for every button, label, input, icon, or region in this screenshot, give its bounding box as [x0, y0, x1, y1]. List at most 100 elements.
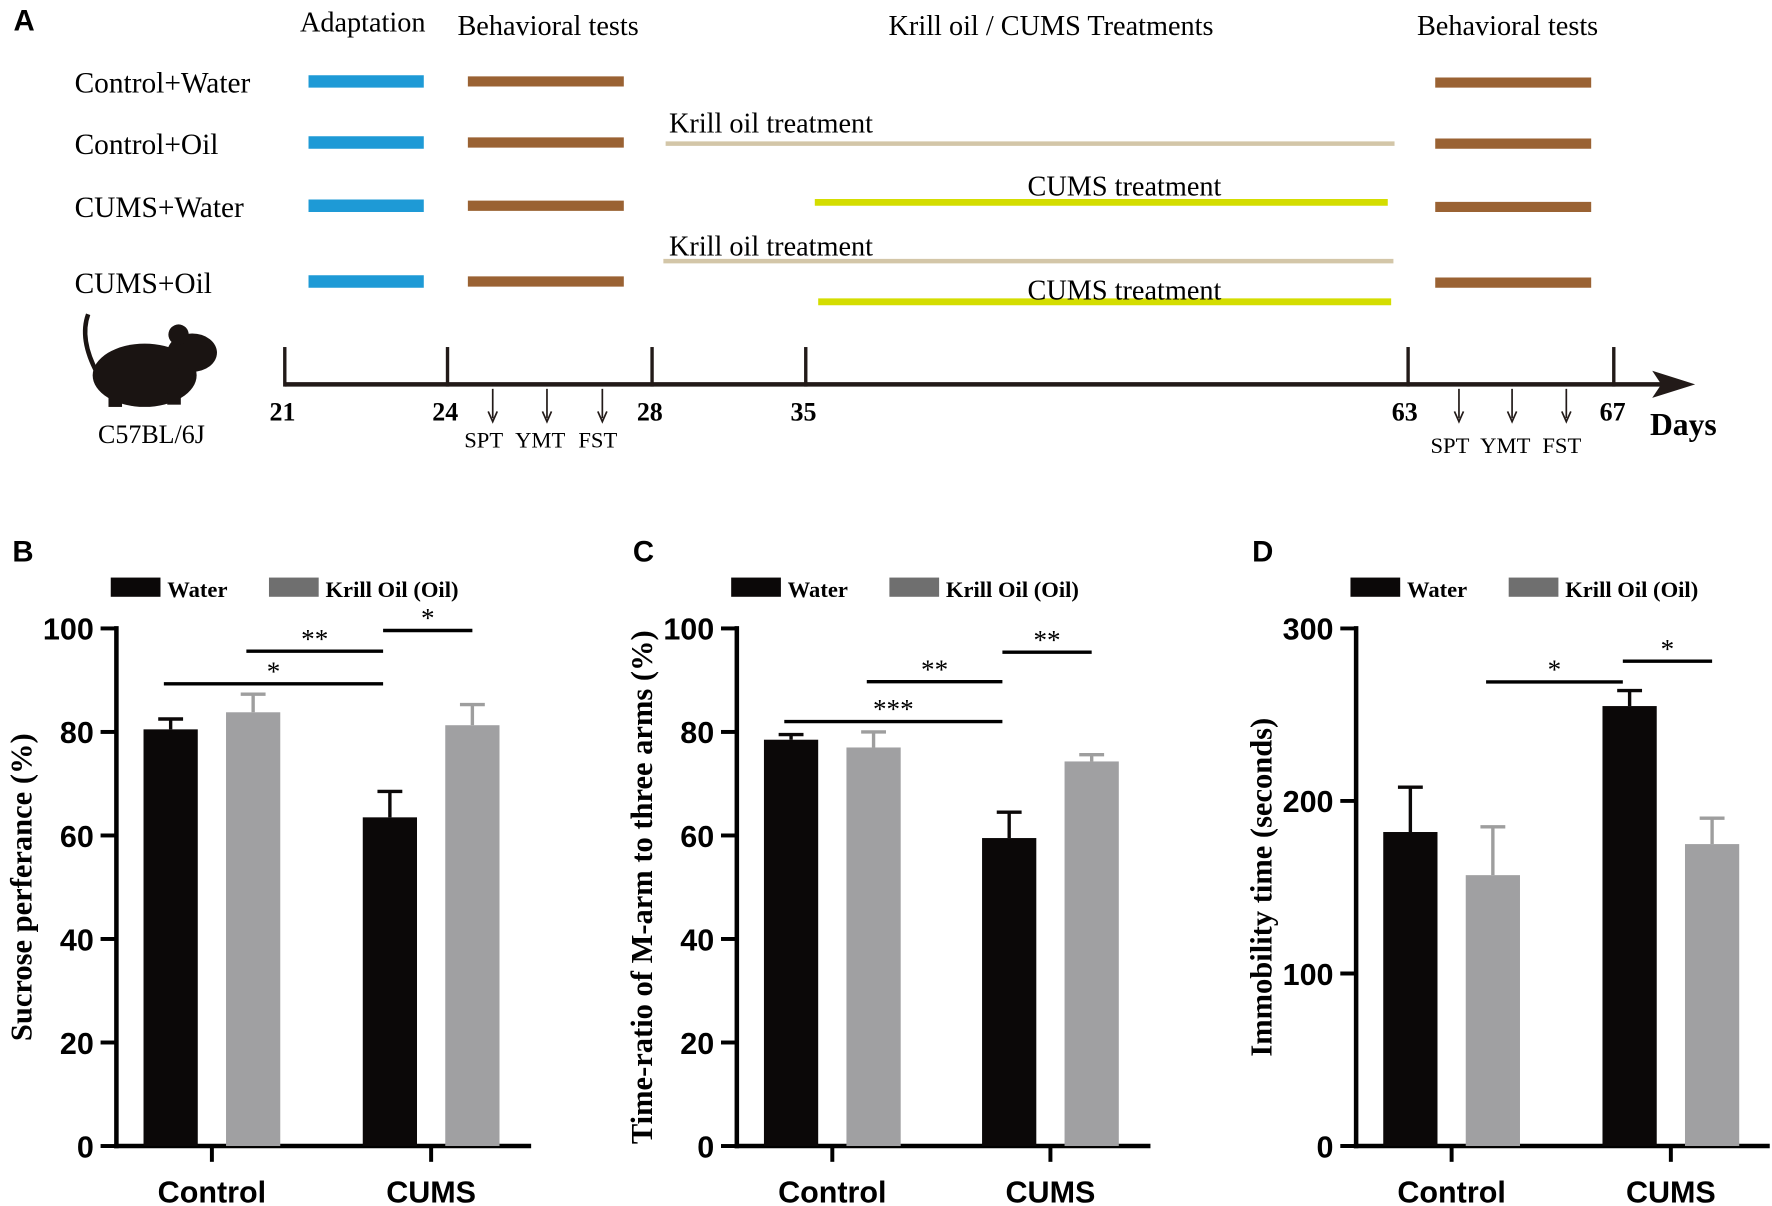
day-label: 35	[791, 397, 817, 426]
test-label: YMT	[1480, 433, 1530, 458]
panel-a-timeline: A Adaptation Behavioral tests Krill oil / C…	[14, 5, 1717, 459]
panel-label: B	[12, 536, 33, 569]
x-tick-label: Control	[778, 1176, 886, 1206]
bar-krill-oil-oil--control	[1465, 875, 1520, 1147]
y-tick-label: 40	[60, 923, 94, 957]
significance-label: *	[421, 603, 435, 633]
test-label: SPT	[464, 428, 503, 453]
significance-label: ***	[873, 694, 914, 724]
bar-krill-oil-oil--control	[846, 747, 901, 1147]
phase-header: Krill oil / CUMS Treatments	[889, 11, 1214, 42]
x-tick-label: Control	[158, 1176, 266, 1206]
test-label: YMT	[515, 428, 565, 453]
y-axis-title: Sucrose perferance (%)	[5, 733, 39, 1041]
mouse-icon	[82, 313, 217, 407]
y-tick-label: 20	[60, 1027, 94, 1061]
days-label: Days	[1650, 407, 1717, 442]
test-label: FST	[578, 428, 617, 453]
significance-label: **	[1033, 625, 1060, 655]
bar-krill-oil-oil--cums	[1684, 844, 1740, 1147]
x-tick-label: CUMS	[386, 1176, 476, 1206]
y-tick-label: 40	[680, 923, 714, 957]
panel-label: C	[633, 536, 654, 569]
mouse-tail	[82, 313, 100, 375]
y-tick-label: 80	[60, 716, 94, 750]
day-label: 63	[1392, 397, 1418, 426]
legend-label: Krill Oil (Oil)	[946, 577, 1079, 602]
mouse-foot	[108, 395, 123, 407]
legend-label: Water	[1407, 577, 1467, 602]
day-label: 67	[1600, 397, 1626, 426]
krill-label: Krill oil treatment	[669, 108, 873, 139]
legend-label: Water	[167, 577, 227, 602]
phase-header: Behavioral tests	[457, 11, 638, 42]
significance-label: **	[301, 624, 328, 654]
bar-krill-oil-oil--cums	[1064, 761, 1119, 1147]
x-tick-label: CUMS	[1006, 1176, 1096, 1206]
bar-water-cums	[1602, 706, 1657, 1147]
cums-label: CUMS treatment	[1028, 276, 1222, 307]
test-label: SPT	[1430, 433, 1469, 458]
y-axis-title: Time-ratio of M-arm to three arms (%)	[625, 630, 659, 1144]
test-label: FST	[1542, 433, 1581, 458]
y-axis-title: Immobility time (seconds)	[1244, 718, 1278, 1057]
significance-label: *	[1548, 655, 1562, 685]
cums-label: CUMS treatment	[1028, 172, 1222, 203]
chart-panel-c: C Water Krill Oil (Oil) 0 20 40 60 80 100Time-ra…	[625, 536, 1151, 1206]
group-label: Control+Water	[75, 68, 251, 100]
significance-label: *	[267, 656, 281, 686]
test-arrow-head	[1453, 411, 1465, 424]
x-tick-label: CUMS	[1626, 1176, 1716, 1206]
bar-water-cums	[982, 838, 1037, 1147]
y-tick-label: 0	[1317, 1130, 1334, 1164]
y-tick-label: 100	[1283, 958, 1334, 992]
legend-label: Krill Oil (Oil)	[1565, 577, 1698, 602]
y-tick-label: 20	[680, 1027, 714, 1061]
group-label: CUMS+Water	[75, 192, 244, 224]
legend-label: Krill Oil (Oil)	[325, 577, 458, 602]
x-tick-label: Control	[1397, 1176, 1505, 1206]
test-arrow-head	[541, 411, 553, 424]
y-tick-label: 100	[663, 613, 714, 647]
bar-water-cums	[362, 817, 418, 1147]
legend-swatch-oil	[268, 577, 319, 597]
legend-label: Water	[788, 577, 848, 602]
panel-label: D	[1252, 536, 1273, 569]
test-arrow-head	[487, 411, 499, 424]
mouse-ear	[168, 324, 189, 345]
y-tick-label: 0	[77, 1130, 94, 1164]
panel-label: A	[14, 5, 35, 38]
day-label: 24	[432, 397, 458, 426]
day-label: 21	[270, 397, 296, 426]
phase-header: Adaptation	[300, 8, 426, 39]
day-label: 28	[637, 397, 663, 426]
test-arrow-head	[1506, 411, 1518, 424]
chart-panel-d: D Water Krill Oil (Oil) 0 100 200 300 Immobilit…	[1244, 536, 1770, 1206]
bar-krill-oil-oil--cums	[445, 725, 500, 1147]
legend-swatch-water	[1350, 577, 1401, 597]
y-tick-label: 100	[43, 613, 94, 647]
krill-label: Krill oil treatment	[669, 231, 873, 262]
y-tick-label: 300	[1283, 613, 1334, 647]
y-tick-label: 80	[680, 716, 714, 750]
legend-swatch-oil	[889, 577, 940, 597]
charts: B Water Krill Oil (Oil) 0 20 40 60 80 100 Sucrose…	[5, 536, 1770, 1206]
bar-water-control	[143, 729, 198, 1147]
significance-label: *	[1661, 634, 1675, 664]
chart-panel-b: B Water Krill Oil (Oil) 0 20 40 60 80 100 Sucrose…	[5, 536, 532, 1206]
bar-krill-oil-oil--control	[226, 712, 281, 1147]
test-arrow-head	[597, 411, 608, 424]
y-tick-label: 0	[697, 1130, 714, 1164]
bar-water-control	[1383, 832, 1438, 1147]
strain-label: C57BL/6J	[98, 420, 205, 449]
y-tick-label: 60	[60, 820, 94, 854]
significance-label: **	[921, 654, 948, 684]
timeline-arrowhead	[1652, 370, 1696, 398]
group-label: CUMS+Oil	[75, 268, 212, 300]
group-label: Control+Oil	[75, 129, 219, 161]
mouse-foot	[167, 393, 181, 405]
bar-water-control	[763, 739, 819, 1147]
y-tick-label: 200	[1283, 785, 1334, 819]
test-arrow-head	[1561, 411, 1572, 424]
